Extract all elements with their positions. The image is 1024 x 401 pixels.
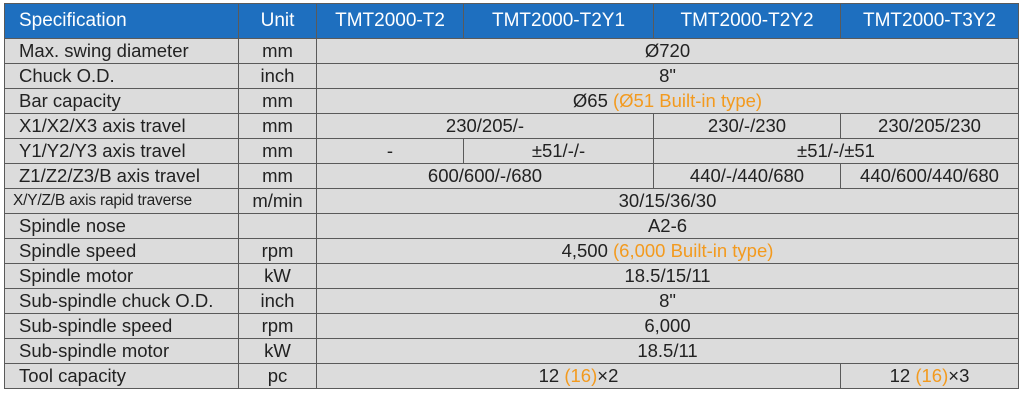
row-value: 230/205/- xyxy=(316,113,654,139)
table-row: X/Y/Z/B axis rapid traverse m/min 30/15/… xyxy=(4,188,1019,214)
row-label: X/Y/Z/B axis rapid traverse xyxy=(4,188,239,214)
table-row: Spindle motor kW 18.5/15/11 xyxy=(4,263,1019,289)
header-unit: Unit xyxy=(238,3,317,39)
table-row: Sub-spindle motor kW 18.5/11 xyxy=(4,338,1019,364)
row-value: - xyxy=(316,138,464,164)
row-label: Spindle speed xyxy=(4,238,239,264)
row-value: 230/-/230 xyxy=(653,113,841,139)
value-note: (16) xyxy=(915,365,949,386)
row-label: Bar capacity xyxy=(4,88,239,114)
value-text: 12 xyxy=(889,365,911,386)
row-unit: pc xyxy=(238,363,317,389)
row-value: 440/-/440/680 xyxy=(653,163,841,189)
row-unit: mm xyxy=(238,138,317,164)
value-note: (16) xyxy=(564,365,598,386)
row-unit: inch xyxy=(238,63,317,89)
specification-table: Specification Unit TMT2000-T2 TMT2000-T2… xyxy=(4,3,1019,389)
row-label: Y1/Y2/Y3 axis travel xyxy=(4,138,239,164)
value-text: 12 xyxy=(538,365,560,386)
header-model-t2y2: TMT2000-T2Y2 xyxy=(653,3,841,39)
row-label: Spindle motor xyxy=(4,263,239,289)
row-value: 8" xyxy=(316,63,1019,89)
row-value: ±51/-/- xyxy=(463,138,654,164)
row-value: 18.5/11 xyxy=(316,338,1019,364)
header-model-t3y2: TMT2000-T3Y2 xyxy=(840,3,1019,39)
row-value: 12 (16)×3 xyxy=(840,363,1019,389)
row-value: 440/600/440/680 xyxy=(840,163,1019,189)
row-unit: mm xyxy=(238,38,317,64)
row-unit: inch xyxy=(238,288,317,314)
row-value: ±51/-/±51 xyxy=(653,138,1019,164)
row-label: Sub-spindle chuck O.D. xyxy=(4,288,239,314)
value-text: 4,500 xyxy=(561,240,608,261)
row-value: Ø720 xyxy=(316,38,1019,64)
row-value: A2-6 xyxy=(316,213,1019,239)
table-row: Spindle speed rpm 4,500 (6,000 Built-in … xyxy=(4,238,1019,264)
table-row: Max. swing diameter mm Ø720 xyxy=(4,38,1019,64)
header-row: Specification Unit TMT2000-T2 TMT2000-T2… xyxy=(4,3,1019,39)
header-model-t2y1: TMT2000-T2Y1 xyxy=(463,3,654,39)
table-row: Sub-spindle speed rpm 6,000 xyxy=(4,313,1019,339)
value-note: (6,000 Built-in type) xyxy=(613,240,774,261)
row-label: Spindle nose xyxy=(4,213,239,239)
value-text: Ø65 xyxy=(572,90,608,111)
table-row: Bar capacity mm Ø65 (Ø51 Built-in type) xyxy=(4,88,1019,114)
row-unit: rpm xyxy=(238,238,317,264)
row-unit: kW xyxy=(238,338,317,364)
header-specification: Specification xyxy=(4,3,239,39)
table-row: Z1/Z2/Z3/B axis travel mm 600/600/-/680 … xyxy=(4,163,1019,189)
row-unit xyxy=(238,213,317,239)
row-label: Tool capacity xyxy=(4,363,239,389)
row-value: 600/600/-/680 xyxy=(316,163,654,189)
table-row: Tool capacity pc 12 (16)×2 12 (16)×3 xyxy=(4,363,1019,389)
row-label: Max. swing diameter xyxy=(4,38,239,64)
value-note: (Ø51 Built-in type) xyxy=(613,90,763,111)
row-unit: m/min xyxy=(238,188,317,214)
table-row: Spindle nose A2-6 xyxy=(4,213,1019,239)
row-unit: rpm xyxy=(238,313,317,339)
row-value: 12 (16)×2 xyxy=(316,363,841,389)
row-value: 30/15/36/30 xyxy=(316,188,1019,214)
table-row: X1/X2/X3 axis travel mm 230/205/- 230/-/… xyxy=(4,113,1019,139)
header-model-t2: TMT2000-T2 xyxy=(316,3,464,39)
row-unit: mm xyxy=(238,163,317,189)
row-label: X1/X2/X3 axis travel xyxy=(4,113,239,139)
row-label: Sub-spindle speed xyxy=(4,313,239,339)
row-value: 6,000 xyxy=(316,313,1019,339)
value-text: ×3 xyxy=(948,365,970,386)
table-row: Y1/Y2/Y3 axis travel mm - ±51/-/- ±51/-/… xyxy=(4,138,1019,164)
value-text: ×2 xyxy=(597,365,619,386)
row-value: 230/205/230 xyxy=(840,113,1019,139)
row-unit: mm xyxy=(238,113,317,139)
table-row: Sub-spindle chuck O.D. inch 8" xyxy=(4,288,1019,314)
row-unit: kW xyxy=(238,263,317,289)
row-value: Ø65 (Ø51 Built-in type) xyxy=(316,88,1019,114)
row-label: Chuck O.D. xyxy=(4,63,239,89)
row-unit: mm xyxy=(238,88,317,114)
row-value: 18.5/15/11 xyxy=(316,263,1019,289)
row-value: 8" xyxy=(316,288,1019,314)
row-label: Z1/Z2/Z3/B axis travel xyxy=(4,163,239,189)
row-label: Sub-spindle motor xyxy=(4,338,239,364)
row-value: 4,500 (6,000 Built-in type) xyxy=(316,238,1019,264)
table-row: Chuck O.D. inch 8" xyxy=(4,63,1019,89)
